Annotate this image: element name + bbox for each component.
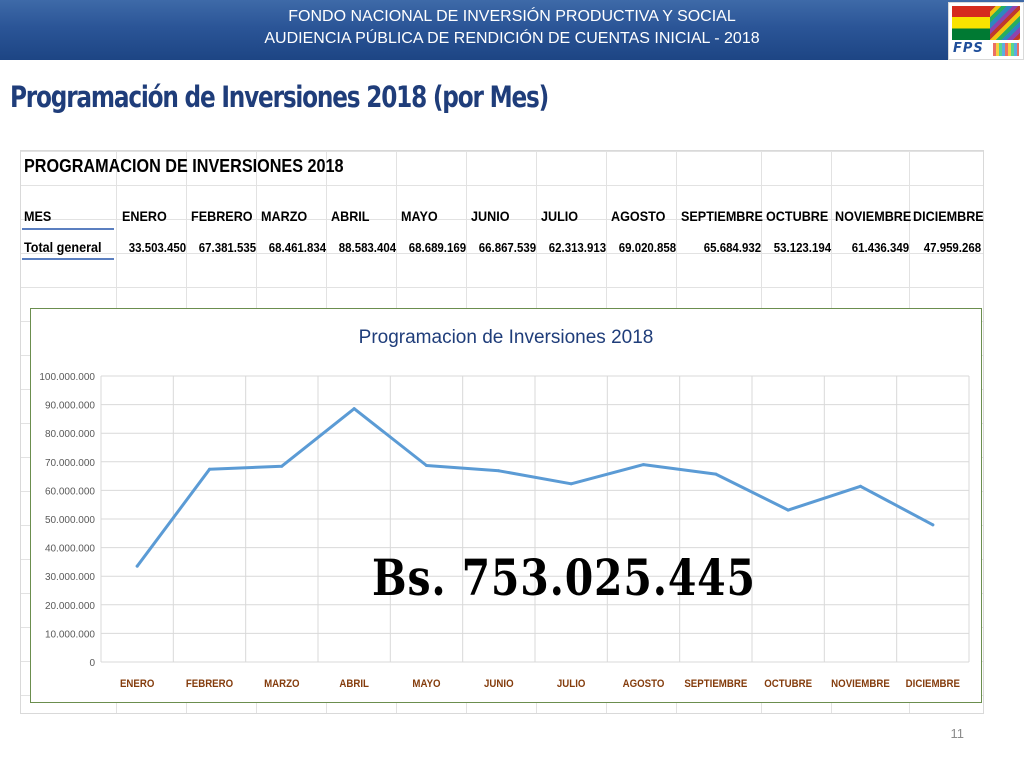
total-amount-annotation: Bs. 753.025.445	[372, 548, 756, 607]
x-tick-label: MAYO	[412, 679, 440, 691]
total-value: 53.123.194	[773, 240, 831, 255]
month-header: FEBRERO	[191, 208, 253, 224]
bolivia-flag-icon	[952, 6, 1020, 40]
row-label-total: Total general	[24, 239, 102, 255]
total-value: 69.020.858	[618, 240, 676, 255]
header-line-2: AUDIENCIA PÚBLICA DE RENDICIÓN DE CUENTA…	[264, 30, 760, 47]
y-tick-label: 100.000.000	[39, 372, 95, 383]
data-point	[280, 464, 284, 468]
data-point	[352, 407, 356, 411]
table-title: PROGRAMACION DE INVERSIONES 2018	[24, 156, 344, 176]
total-value: 61.436.349	[851, 240, 909, 255]
data-point	[497, 469, 501, 473]
x-tick-label: NOVIEMBRE	[831, 679, 890, 691]
fps-logo: FPS	[948, 2, 1024, 60]
total-value: 65.684.932	[703, 240, 761, 255]
x-tick-label: FEBRERO	[186, 679, 233, 691]
data-point	[859, 484, 862, 488]
total-value: 67.381.535	[198, 240, 256, 255]
y-tick-label: 0	[89, 658, 95, 669]
data-point	[135, 564, 139, 568]
x-tick-label: SEPTIEMBRE	[684, 679, 747, 691]
data-point	[208, 467, 211, 471]
y-tick-label: 30.000.000	[45, 572, 95, 583]
header-line-1: FONDO NACIONAL DE INVERSIÓN PRODUCTIVA Y…	[288, 8, 736, 25]
data-point	[425, 464, 428, 468]
data-point	[569, 482, 573, 486]
y-tick-label: 60.000.000	[45, 486, 95, 497]
month-header: JUNIO	[471, 208, 510, 224]
total-value: 68.461.834	[268, 240, 326, 255]
chart-plot: 0 10.000.000 20.000.000 30.000.000 40.000.00…	[39, 372, 970, 691]
month-header: MAYO	[401, 208, 438, 224]
y-tick-label: 70.000.000	[45, 458, 95, 469]
y-tick-label: 10.000.000	[45, 629, 95, 640]
month-header: DICIEMBRE	[913, 208, 984, 224]
x-tick-label: MARZO	[264, 679, 299, 691]
y-tick-label: 20.000.000	[45, 601, 95, 612]
x-tick-label: ABRIL	[339, 679, 369, 691]
total-value: 66.867.539	[478, 240, 536, 255]
y-tick-label: 80.000.000	[45, 429, 95, 440]
month-header: JULIO	[541, 208, 579, 224]
month-header: AGOSTO	[611, 208, 666, 224]
slide-title: Programación de Inversiones 2018 (por Me…	[10, 80, 549, 114]
total-value: 88.583.404	[338, 240, 396, 255]
x-tick-label: OCTUBRE	[764, 679, 812, 691]
data-point	[642, 463, 645, 467]
page-number: 11	[950, 726, 965, 741]
logo-text: FPS	[953, 41, 984, 56]
wiphala-icon	[993, 43, 1019, 56]
month-header: MARZO	[261, 208, 308, 224]
line-chart: Programacion de Inversiones 2018 0 10.000…	[30, 308, 982, 703]
month-header: SEPTIEMBRE	[681, 208, 763, 224]
total-value: 68.689.169	[408, 240, 466, 255]
chart-title: Programacion de Inversiones 2018	[358, 327, 654, 348]
series-line	[135, 407, 935, 568]
x-tick-label: JULIO	[557, 679, 586, 691]
total-value: 33.503.450	[128, 240, 186, 255]
header-text: FONDO NACIONAL DE INVERSIÓN PRODUCTIVA Y…	[0, 6, 1024, 50]
header-banner: FONDO NACIONAL DE INVERSIÓN PRODUCTIVA Y…	[0, 0, 1024, 60]
data-point	[786, 508, 790, 512]
total-value: 47.959.268	[923, 240, 981, 255]
y-tick-label: 90.000.000	[45, 401, 95, 412]
row-header-mes: MES	[24, 208, 52, 224]
month-header: ENERO	[122, 208, 167, 224]
x-tick-label: ENERO	[120, 679, 154, 691]
x-tick-label: DICIEMBRE	[906, 679, 960, 691]
data-point	[931, 523, 935, 527]
x-tick-label: AGOSTO	[623, 679, 665, 691]
month-header: ABRIL	[331, 208, 370, 224]
total-value: 62.313.913	[548, 240, 606, 255]
y-tick-label: 40.000.000	[45, 544, 95, 555]
y-tick-label: 50.000.000	[45, 515, 95, 526]
month-header: NOVIEMBRE	[835, 208, 912, 224]
month-header: OCTUBRE	[766, 208, 829, 224]
x-tick-label: JUNIO	[484, 679, 514, 691]
data-point	[714, 472, 718, 476]
